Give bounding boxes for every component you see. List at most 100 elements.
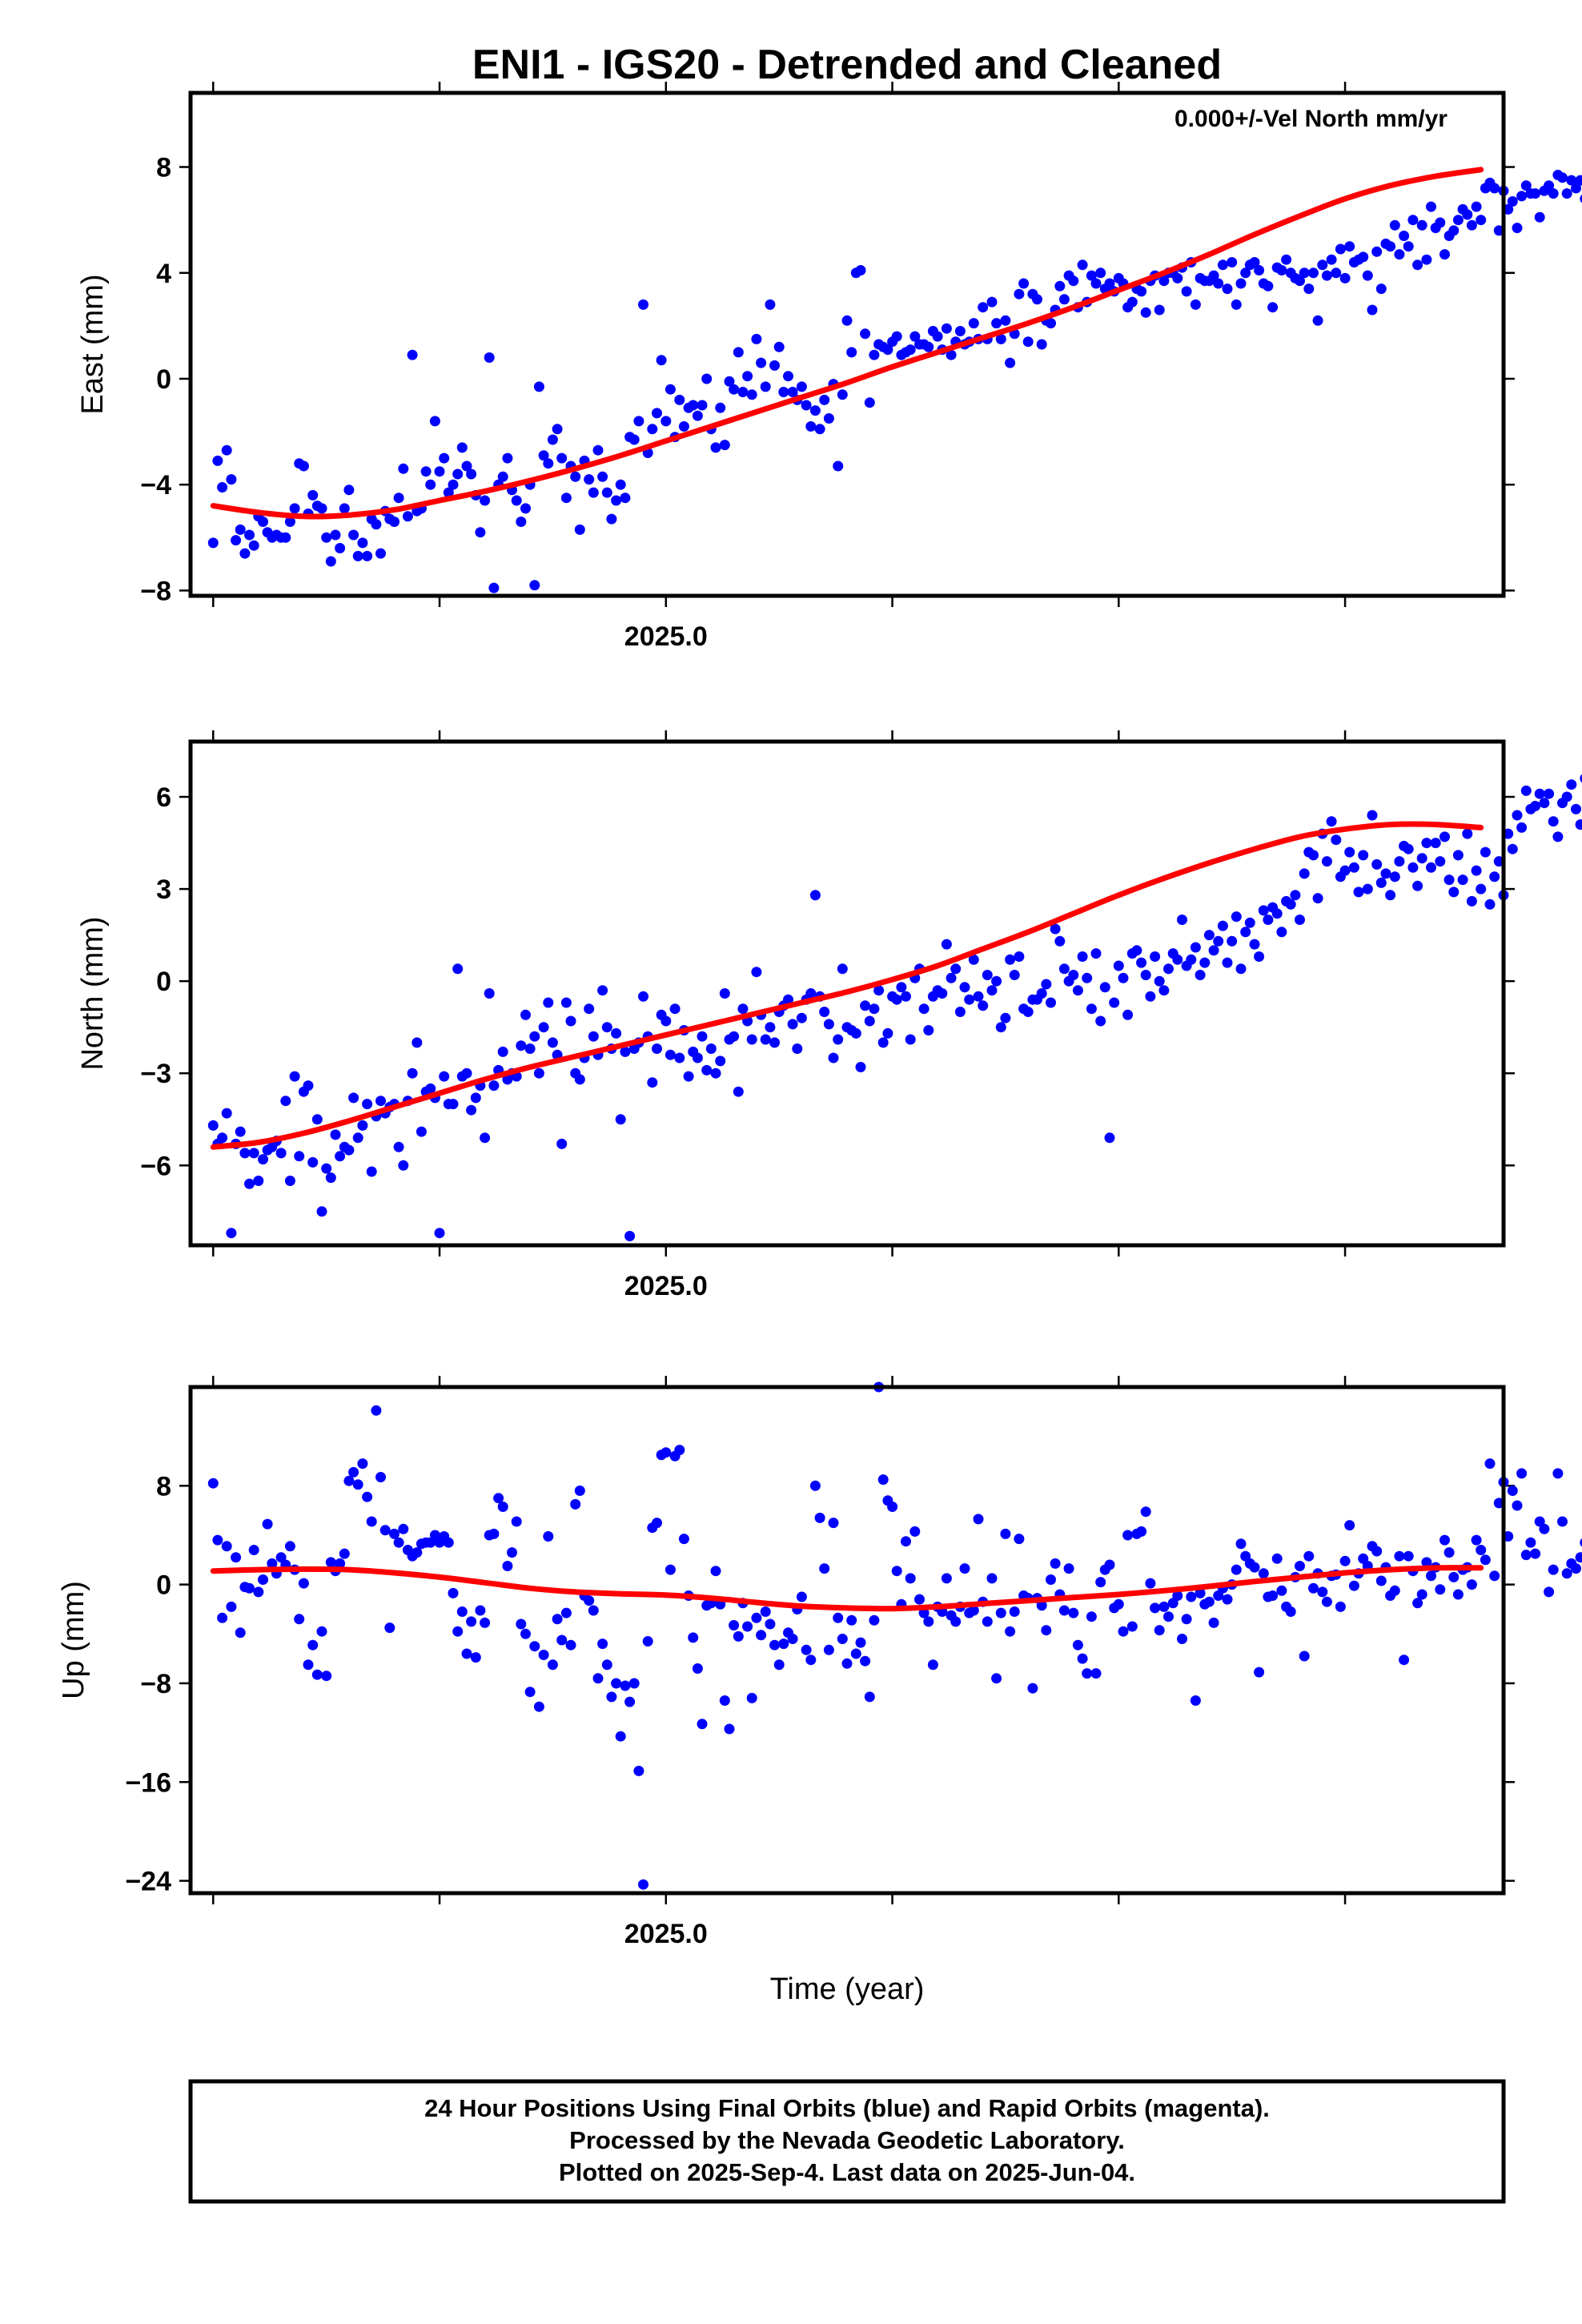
data-point xyxy=(1172,954,1183,965)
data-point xyxy=(1058,1605,1070,1616)
data-point xyxy=(507,1547,517,1558)
data-point xyxy=(1154,1625,1165,1636)
data-point xyxy=(756,1630,767,1641)
data-point xyxy=(1480,1554,1491,1566)
y-tick-label: −8 xyxy=(140,576,171,606)
data-point xyxy=(262,1518,273,1530)
x-tick-label: 2025.0 xyxy=(624,621,708,652)
data-point xyxy=(1041,1625,1052,1636)
data-point xyxy=(674,1052,685,1063)
data-point xyxy=(221,1541,232,1552)
data-point xyxy=(783,994,793,1005)
data-point xyxy=(828,1052,839,1063)
data-point xyxy=(1317,1586,1328,1598)
data-point xyxy=(1371,246,1383,257)
data-point xyxy=(742,371,753,382)
data-point xyxy=(398,1523,409,1534)
data-point xyxy=(584,474,595,485)
data-point xyxy=(357,1458,368,1470)
data-point xyxy=(1375,1575,1387,1586)
data-point xyxy=(348,1466,359,1478)
data-point xyxy=(1561,1568,1572,1579)
data-point xyxy=(1099,982,1110,993)
data-point xyxy=(1525,1537,1536,1548)
data-point xyxy=(588,487,599,498)
data-point xyxy=(995,1022,1006,1033)
data-point xyxy=(217,1612,228,1623)
data-point xyxy=(1249,1562,1260,1573)
data-point xyxy=(941,939,952,950)
data-point xyxy=(819,1007,830,1017)
data-point xyxy=(1448,225,1460,236)
data-point xyxy=(1172,272,1183,283)
data-point xyxy=(855,1062,866,1072)
data-point xyxy=(520,1009,531,1020)
data-point xyxy=(362,550,373,561)
data-point xyxy=(1339,272,1351,283)
data-point xyxy=(325,1557,336,1568)
data-point xyxy=(620,493,631,504)
data-point xyxy=(348,1092,359,1104)
data-point xyxy=(488,1528,500,1539)
data-point xyxy=(1321,1596,1332,1607)
y-tick-label: 4 xyxy=(156,259,171,289)
data-point xyxy=(1480,846,1491,858)
data-point xyxy=(814,1512,825,1523)
data-point xyxy=(529,580,540,591)
data-point xyxy=(746,1692,757,1703)
data-point xyxy=(978,1000,989,1011)
data-point xyxy=(647,1077,658,1088)
data-point xyxy=(1199,957,1211,968)
data-point xyxy=(511,1516,522,1527)
data-point xyxy=(1190,299,1201,310)
data-point xyxy=(1557,1516,1568,1527)
data-point xyxy=(1077,1653,1088,1664)
data-point xyxy=(1090,278,1102,289)
data-point xyxy=(484,988,495,999)
data-point xyxy=(932,331,943,342)
data-point xyxy=(783,371,793,382)
data-point xyxy=(1063,1563,1074,1574)
data-point xyxy=(846,1614,857,1626)
data-point xyxy=(1544,788,1555,799)
data-point xyxy=(1371,1546,1383,1557)
data-point xyxy=(1213,278,1224,289)
data-point xyxy=(760,381,771,392)
data-point xyxy=(606,1691,617,1703)
data-point xyxy=(1113,960,1124,971)
data-point xyxy=(538,450,549,461)
data-point xyxy=(606,513,617,525)
data-point xyxy=(1122,1530,1134,1541)
data-point xyxy=(746,1034,757,1045)
data-point xyxy=(1339,1555,1351,1566)
data-point xyxy=(1385,241,1396,252)
plot-frame-east xyxy=(188,90,1506,598)
data-point xyxy=(470,1092,481,1104)
y-tick-label: 0 xyxy=(156,364,171,395)
data-point xyxy=(1412,880,1423,891)
data-point xyxy=(705,1043,717,1054)
data-point xyxy=(221,1108,232,1119)
data-point xyxy=(751,1612,762,1623)
data-point xyxy=(1303,1550,1315,1562)
data-point xyxy=(615,479,626,490)
data-point xyxy=(371,1405,382,1416)
data-point xyxy=(298,460,309,472)
data-point xyxy=(1407,215,1419,226)
data-point xyxy=(253,1586,264,1598)
data-point xyxy=(1222,1594,1233,1605)
data-point xyxy=(1399,1655,1410,1666)
data-point xyxy=(1131,945,1142,956)
data-point xyxy=(1534,211,1545,223)
data-point xyxy=(389,517,400,527)
data-point xyxy=(547,1659,558,1671)
data-point xyxy=(1086,270,1097,281)
data-point xyxy=(379,1525,391,1536)
data-point xyxy=(1249,257,1260,267)
data-point xyxy=(325,1172,336,1184)
data-point xyxy=(556,1634,568,1646)
data-point xyxy=(1213,935,1224,947)
data-point xyxy=(1507,196,1518,207)
data-point xyxy=(697,1719,708,1730)
data-point xyxy=(366,1166,377,1177)
